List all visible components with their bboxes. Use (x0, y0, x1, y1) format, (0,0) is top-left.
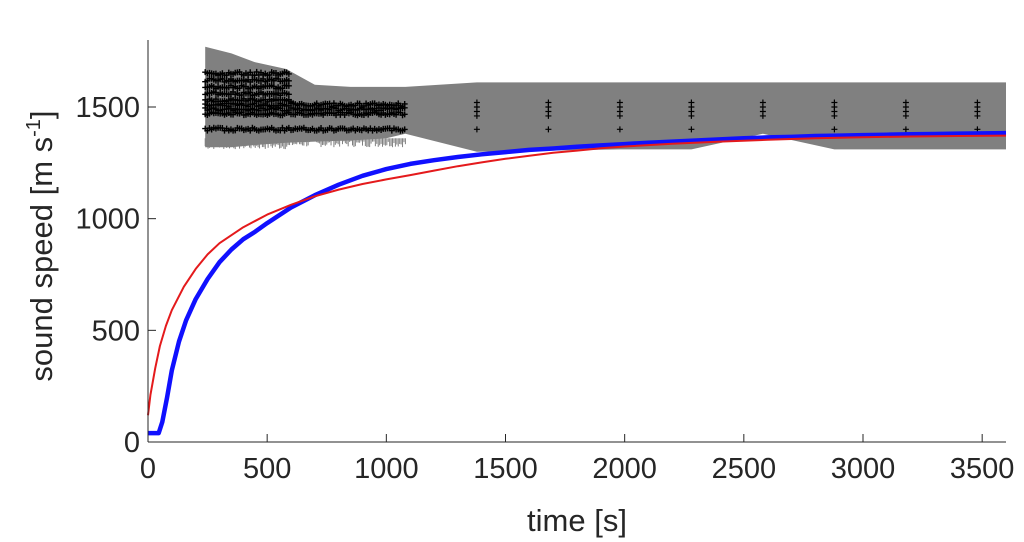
sample-marker (545, 126, 552, 133)
sample-marker (545, 99, 552, 106)
y-axis-label: sound speed [m s-1] (23, 110, 59, 381)
model-sound-speed-line (147, 134, 1007, 416)
tick-labels: 0 500 1000 1500 2000 2500 3000 3500 0 500 1000 1500 (75, 92, 1014, 485)
x-tick-label: 2000 (592, 453, 657, 485)
x-tick-label: 1000 (354, 453, 419, 485)
sample-marker (401, 111, 408, 118)
uncertainty-band-layer (205, 46, 1006, 152)
y-tick-label: 1500 (75, 92, 140, 124)
series-lines-layer (147, 130, 1007, 436)
x-tick-label: 3500 (950, 453, 1015, 485)
uncertainty-band (205, 46, 1006, 152)
y-tick-label: 500 (92, 315, 140, 347)
sample-marker (401, 100, 408, 107)
measured-sound-speed-line (148, 130, 1007, 436)
sample-marker (285, 91, 292, 98)
axes (147, 40, 1006, 443)
sample-marker (285, 70, 292, 77)
y-tick-label: 0 (124, 427, 140, 459)
sample-marker (902, 99, 909, 106)
sample-marker (285, 77, 292, 84)
sample-marker (401, 126, 408, 133)
sample-marker (253, 68, 260, 75)
sample-marker (831, 99, 838, 106)
sample-markers-layer (473, 99, 981, 133)
y-tick-label: 1000 (75, 204, 140, 236)
sample-marker (759, 99, 766, 106)
sample-marker (902, 126, 909, 133)
x-tick-label: 3000 (831, 453, 896, 485)
sample-marker (616, 99, 623, 106)
sample-marker (219, 75, 226, 82)
x-tick-label: 2500 (712, 453, 777, 485)
y-axis-label-superscript: -1 (23, 119, 45, 137)
sample-marker (688, 126, 695, 133)
sample-marker (285, 82, 292, 89)
early-sample-cluster-layer (202, 68, 408, 150)
y-axis-label-main: sound speed [m s (24, 137, 59, 382)
sample-marker (974, 99, 981, 106)
sample-marker (473, 126, 480, 133)
sample-marker (688, 99, 695, 106)
x-tick-label: 0 (140, 453, 156, 485)
sample-marker (831, 126, 838, 133)
sample-marker (473, 99, 480, 106)
sample-marker (616, 126, 623, 133)
x-tick-label: 1500 (473, 453, 538, 485)
y-axis-label-close: ] (24, 110, 59, 119)
x-axis-label: time [s] (527, 503, 627, 538)
x-tick-label: 500 (243, 453, 291, 485)
